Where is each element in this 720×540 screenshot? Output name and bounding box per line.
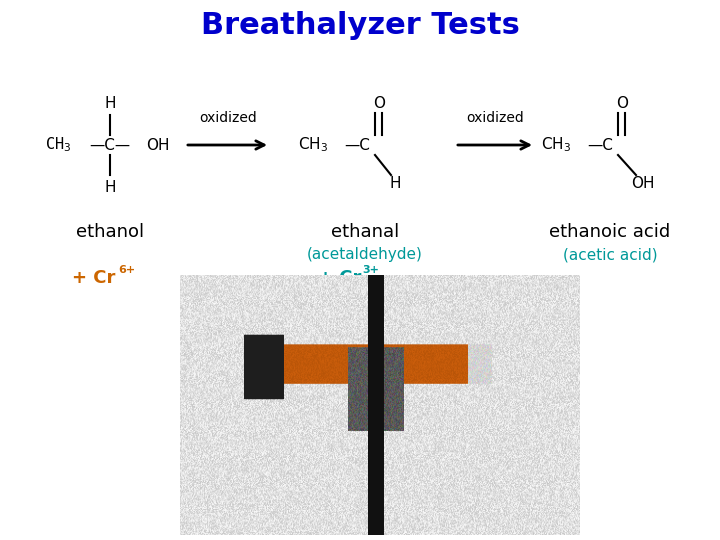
Text: H: H [390,176,401,191]
Text: ethanal: ethanal [331,223,399,241]
Text: —C: —C [587,138,613,152]
Text: (acetic acid): (acetic acid) [563,247,657,262]
Text: H: H [104,96,116,111]
Text: O: O [373,96,385,111]
Text: H: H [104,179,116,194]
Text: ethanol: ethanol [76,223,144,241]
Text: OH: OH [146,138,170,152]
Text: —C—: —C— [89,138,130,152]
Text: CH$_3$: CH$_3$ [541,136,571,154]
Text: CH$_3$: CH$_3$ [45,136,71,154]
Text: + Cr: + Cr [72,269,115,287]
Text: —C: —C [344,138,370,152]
Text: O: O [616,96,628,111]
Text: + Cr: + Cr [318,269,361,287]
Text: CH$_3$: CH$_3$ [298,136,328,154]
Text: oxidized: oxidized [199,111,257,125]
Text: (acetaldehyde): (acetaldehyde) [307,247,423,262]
Text: ethanoic acid: ethanoic acid [549,223,670,241]
Text: Breathalyzer Tests: Breathalyzer Tests [201,10,519,39]
Text: 6+: 6+ [118,265,135,275]
Text: OH: OH [631,176,654,191]
Text: oxidized: oxidized [466,111,524,125]
Text: 3+: 3+ [362,265,379,275]
